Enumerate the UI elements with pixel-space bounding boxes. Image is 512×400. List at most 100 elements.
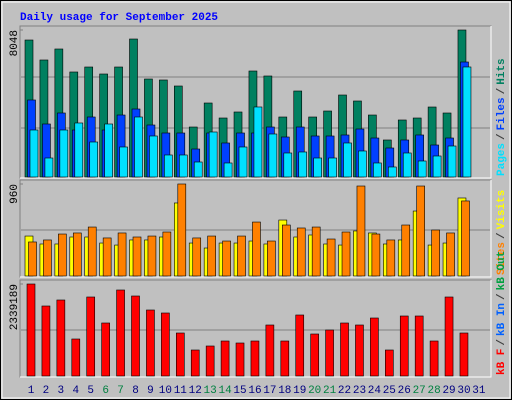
bar [385, 349, 394, 377]
bar [461, 200, 470, 277]
bar [238, 146, 248, 178]
bar [86, 296, 96, 377]
x-tick-label: 1 [28, 385, 35, 397]
x-tick-label: 27 [413, 385, 426, 397]
x-tick-label: 10 [159, 385, 172, 397]
bar [431, 229, 440, 277]
bar [29, 129, 39, 178]
bar [87, 226, 97, 277]
bar [310, 333, 319, 377]
x-tick-label: 8 [132, 385, 139, 397]
bar [250, 340, 260, 377]
bar [147, 235, 157, 277]
bar [220, 340, 230, 377]
bar [253, 106, 263, 178]
bar [74, 122, 84, 178]
bar [373, 162, 382, 178]
x-tick-label: 4 [72, 385, 79, 397]
bar [119, 146, 128, 178]
bar [132, 236, 142, 277]
bar [192, 237, 202, 277]
x-tick-label: 18 [278, 385, 291, 397]
y-tick-label: 2339189 [9, 284, 21, 330]
legend-entry: Hits [496, 58, 508, 84]
bar [59, 129, 69, 178]
bar [358, 150, 367, 178]
bar [149, 135, 158, 178]
bar [205, 345, 215, 377]
y-tick-label: 960 [9, 184, 21, 204]
legend-entry: Sites [496, 242, 508, 275]
bar [134, 116, 143, 178]
legend-entry: Pages [496, 143, 508, 176]
x-tick-label: 31 [472, 385, 486, 397]
bar [72, 232, 82, 277]
legend: Pages / Files / Hits [496, 58, 508, 176]
bar [282, 224, 291, 277]
x-tick-label: 13 [204, 385, 217, 397]
bar [208, 131, 218, 178]
panel-edge [20, 26, 492, 179]
legend-separator: / [496, 133, 508, 140]
bar [207, 235, 216, 277]
bar [235, 342, 245, 377]
bar [164, 154, 173, 178]
x-tick-label: 17 [263, 385, 276, 397]
bar [43, 239, 52, 277]
x-tick-label: 19 [293, 385, 306, 397]
x-tick-label: 26 [398, 385, 411, 397]
bar [399, 315, 409, 377]
bar [268, 133, 278, 178]
y-tick-label: 8048 [9, 30, 21, 56]
bar [446, 232, 455, 277]
bar [414, 315, 424, 377]
legend-entry: Visits [496, 190, 508, 230]
bar [341, 231, 351, 277]
bar [356, 185, 366, 277]
panel-edge [20, 280, 492, 378]
bar [343, 142, 352, 178]
x-tick-label: 16 [248, 385, 261, 397]
x-tick-label: 22 [338, 385, 351, 397]
legend: kB F / kB In / kB Out [496, 251, 508, 375]
legend-separator: / [496, 339, 508, 346]
bar [222, 240, 231, 277]
legend-entry: kB Out [496, 251, 508, 291]
bar [298, 151, 308, 178]
bar [340, 322, 349, 377]
x-tick-label: 30 [457, 385, 470, 397]
bar [28, 241, 37, 277]
bar [176, 332, 185, 377]
bar [104, 123, 113, 178]
bar [58, 233, 67, 277]
bar [193, 161, 203, 178]
bar [179, 154, 188, 178]
bar [444, 296, 454, 377]
bar [462, 66, 472, 178]
bar [370, 317, 379, 377]
bar [161, 312, 170, 377]
bar [162, 231, 172, 277]
panel-edge [20, 180, 492, 278]
bar [280, 340, 290, 377]
x-tick-label: 29 [442, 385, 455, 397]
x-tick-label: 11 [174, 385, 188, 397]
bar [416, 185, 425, 277]
x-tick-label: 15 [233, 385, 246, 397]
legend-entry: kB F [496, 349, 508, 375]
x-tick-label: 9 [147, 385, 154, 397]
x-tick-label: 23 [353, 385, 366, 397]
bar [325, 329, 334, 377]
bar [402, 152, 412, 178]
bar [44, 157, 54, 178]
bar [328, 157, 337, 178]
bar [283, 152, 293, 178]
x-tick-label: 20 [308, 385, 321, 397]
x-tick-label: 24 [368, 385, 382, 397]
bar [26, 283, 36, 377]
bar [432, 155, 442, 178]
legend-entry: Files [496, 97, 508, 130]
bar [371, 233, 381, 277]
